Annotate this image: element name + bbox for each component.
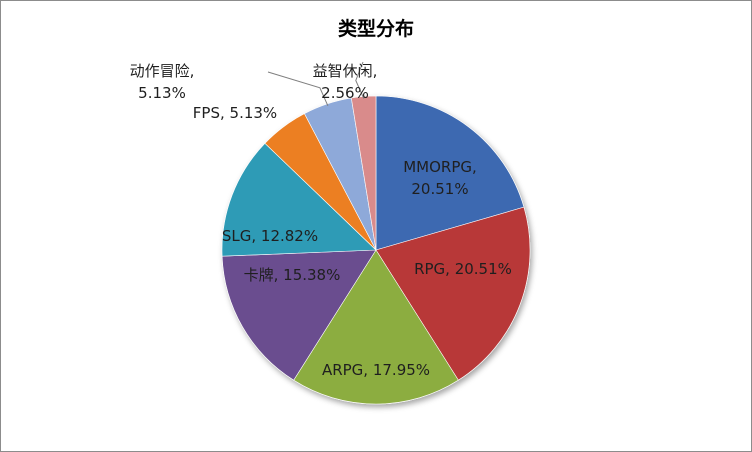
- data-label-7: 动作冒险, 5.13%: [130, 62, 195, 102]
- data-label-4: 卡牌, 15.38%: [244, 266, 341, 284]
- data-label-8: 益智休闲, 2.56%: [313, 62, 378, 102]
- pie-slice-4: [221, 249, 377, 381]
- data-label-2: RPG, 20.51%: [414, 260, 512, 278]
- pie-slice-2: [375, 206, 531, 381]
- pie-slice-5: [221, 142, 377, 257]
- data-label-6: FPS, 5.13%: [193, 104, 277, 122]
- pie-slice-3: [293, 249, 459, 405]
- pie-slice-8: [350, 95, 377, 251]
- data-label-5: SLG, 12.82%: [222, 227, 318, 245]
- data-label-1: MMORPG, 20.51%: [403, 158, 477, 198]
- pie-slice-1: [375, 95, 525, 251]
- leader-line-8: [355, 61, 365, 99]
- data-label-3: ARPG, 17.95%: [322, 361, 430, 379]
- chart-title: 类型分布: [337, 18, 414, 40]
- leader-line-7: [267, 71, 329, 107]
